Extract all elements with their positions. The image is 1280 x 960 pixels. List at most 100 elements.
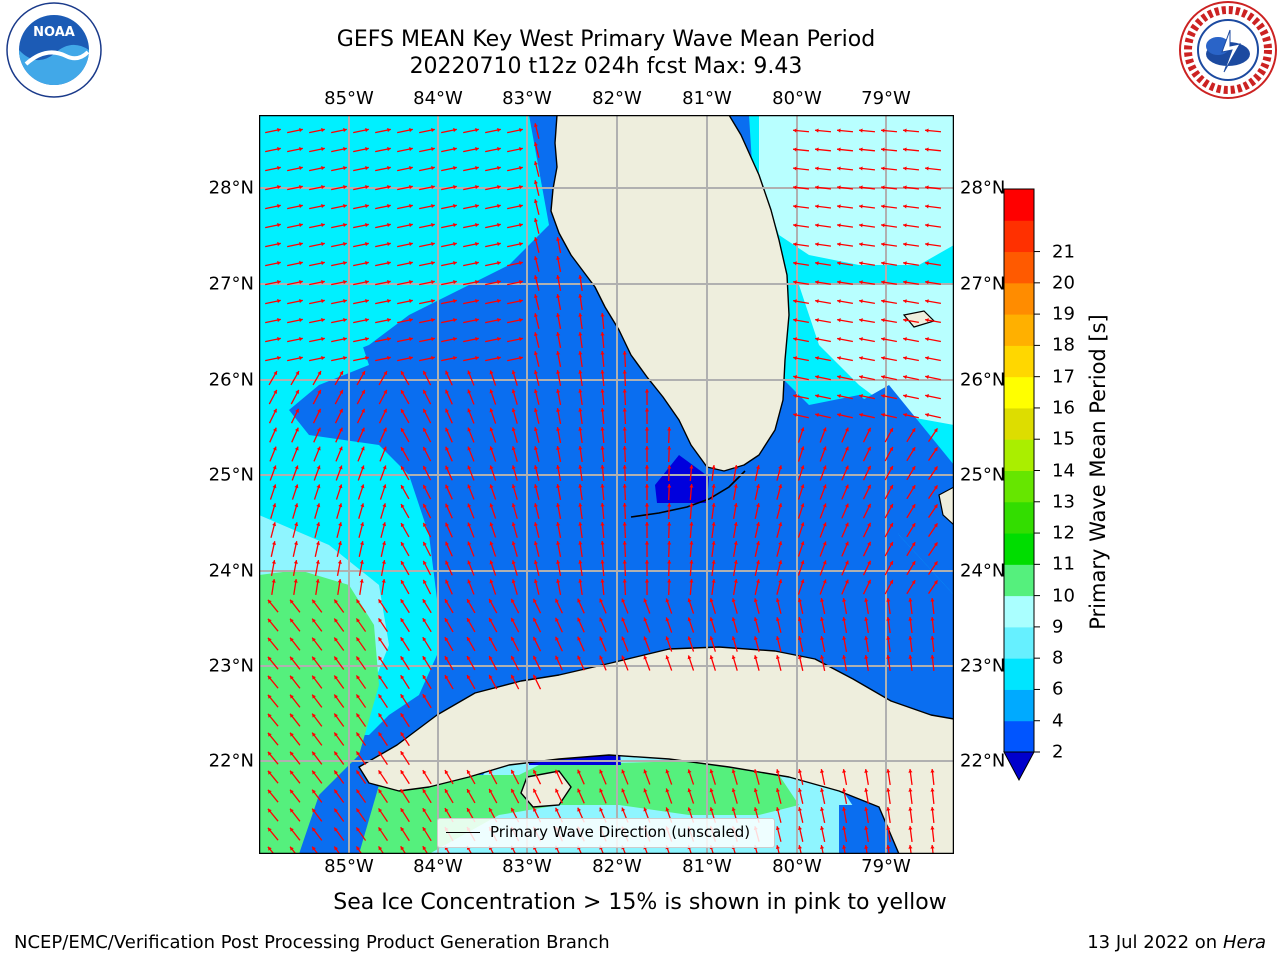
wave-direction-arrow xyxy=(864,788,869,804)
wave-direction-arrow xyxy=(815,318,831,324)
wave-direction-arrow xyxy=(331,166,347,172)
wave-direction-arrow xyxy=(489,408,497,424)
wave-direction-arrow xyxy=(902,280,920,285)
wave-direction-arrow xyxy=(556,389,562,405)
footer-credit: NCEP/EMC/Verification Post Processing Pr… xyxy=(14,932,610,953)
lon-label-bottom-85w: 85°W xyxy=(324,856,374,877)
wave-direction-arrow xyxy=(819,541,827,557)
wave-direction-arrow xyxy=(289,656,301,670)
wave-direction-arrow xyxy=(270,560,276,576)
wave-direction-arrow xyxy=(533,142,540,158)
wave-direction-arrow xyxy=(397,337,413,343)
wave-direction-arrow xyxy=(267,789,279,803)
wave-direction-arrow xyxy=(333,751,345,765)
wave-direction-arrow xyxy=(400,807,410,823)
wave-direction-arrow xyxy=(884,446,894,462)
wave-direction-arrow xyxy=(621,769,629,785)
wave-direction-arrow xyxy=(841,522,849,538)
wave-direction-arrow xyxy=(291,465,299,481)
wave-direction-arrow xyxy=(754,465,761,481)
wave-direction-arrow xyxy=(444,769,454,785)
wave-direction-arrow xyxy=(375,337,391,343)
legend-line-swatch xyxy=(446,832,480,833)
wave-direction-arrow xyxy=(556,484,562,500)
wave-direction-arrow xyxy=(577,598,585,614)
lat-label-left-25n: 25°N xyxy=(208,464,254,486)
wave-direction-arrow xyxy=(902,261,920,266)
wave-direction-arrow xyxy=(445,522,453,538)
map-legend: Primary Wave Direction (unscaled) xyxy=(437,818,775,848)
wave-direction-arrow xyxy=(445,370,453,386)
wave-direction-arrow xyxy=(378,598,388,614)
wave-direction-arrow xyxy=(400,598,410,614)
wave-direction-arrow xyxy=(925,375,941,381)
wave-direction-arrow xyxy=(858,128,876,133)
wave-direction-arrow xyxy=(792,280,810,285)
wave-direction-arrow xyxy=(309,185,325,191)
wave-direction-arrow xyxy=(884,579,894,595)
wave-direction-arrow xyxy=(814,204,832,209)
colorbar-tick-label: 8 xyxy=(1052,647,1064,669)
wave-direction-arrow xyxy=(485,166,501,172)
wave-direction-arrow xyxy=(441,223,457,229)
wave-direction-arrow xyxy=(533,275,540,291)
wave-direction-arrow xyxy=(336,541,343,557)
wave-direction-arrow xyxy=(309,337,325,343)
wave-direction-arrow xyxy=(511,427,518,443)
wave-direction-arrow xyxy=(578,331,583,349)
wave-direction-arrow xyxy=(622,559,627,577)
wave-direction-arrow xyxy=(397,261,413,267)
wave-direction-arrow xyxy=(533,313,540,329)
wave-direction-arrow xyxy=(485,204,501,210)
wave-direction-arrow xyxy=(819,446,827,462)
land-isle-of-youth xyxy=(520,770,572,808)
wave-direction-arrow xyxy=(333,827,345,841)
wave-direction-arrow xyxy=(775,807,782,823)
wave-direction-arrow xyxy=(333,808,345,822)
wave-direction-arrow xyxy=(289,770,301,784)
wave-direction-arrow xyxy=(837,394,853,400)
wave-direction-arrow xyxy=(667,540,672,558)
wave-direction-arrow xyxy=(400,427,410,443)
wave-direction-arrow xyxy=(533,218,540,234)
wave-direction-arrow xyxy=(314,541,321,557)
wave-direction-arrow xyxy=(333,599,345,613)
colorbar-segment xyxy=(1004,314,1034,346)
wave-direction-arrow xyxy=(797,636,804,652)
wave-direction-arrow xyxy=(463,185,479,191)
wave-direction-arrow xyxy=(556,408,562,424)
wave-direction-arrow xyxy=(467,541,475,557)
wave-direction-arrow xyxy=(644,445,650,463)
lon-label-bottom-80w: 80°W xyxy=(772,856,822,877)
wave-direction-arrow xyxy=(815,356,831,362)
wave-direction-arrow xyxy=(422,636,432,652)
wave-direction-arrow xyxy=(378,617,388,633)
wave-direction-arrow xyxy=(400,731,410,747)
wave-direction-arrow xyxy=(556,294,562,310)
wave-direction-arrow xyxy=(265,337,281,343)
wave-direction-arrow xyxy=(400,484,410,500)
wave-direction-arrow xyxy=(353,128,369,134)
wave-direction-arrow xyxy=(815,394,831,400)
wave-direction-arrow xyxy=(337,578,342,596)
wave-direction-arrow xyxy=(334,389,344,405)
wave-direction-arrow xyxy=(311,751,323,765)
wave-direction-arrow xyxy=(924,185,942,190)
wave-direction-arrow xyxy=(793,375,809,381)
colorbar-segment xyxy=(1004,720,1034,753)
wave-direction-arrow xyxy=(644,521,650,539)
wave-direction-arrow xyxy=(533,465,540,481)
wave-direction-arrow xyxy=(711,578,716,596)
wave-direction-arrow xyxy=(466,788,476,804)
wave-direction-arrow xyxy=(687,617,695,633)
wave-direction-arrow xyxy=(793,412,809,419)
wave-direction-arrow xyxy=(533,560,540,576)
wave-direction-arrow xyxy=(862,503,872,519)
wave-direction-arrow xyxy=(489,560,497,576)
lon-label-bottom-82w: 82°W xyxy=(592,856,642,877)
wave-direction-arrow xyxy=(555,788,563,804)
wave-direction-arrow xyxy=(906,484,916,500)
wave-direction-arrow xyxy=(270,522,277,538)
wave-direction-arrow xyxy=(397,318,413,324)
wave-direction-arrow xyxy=(881,337,897,343)
